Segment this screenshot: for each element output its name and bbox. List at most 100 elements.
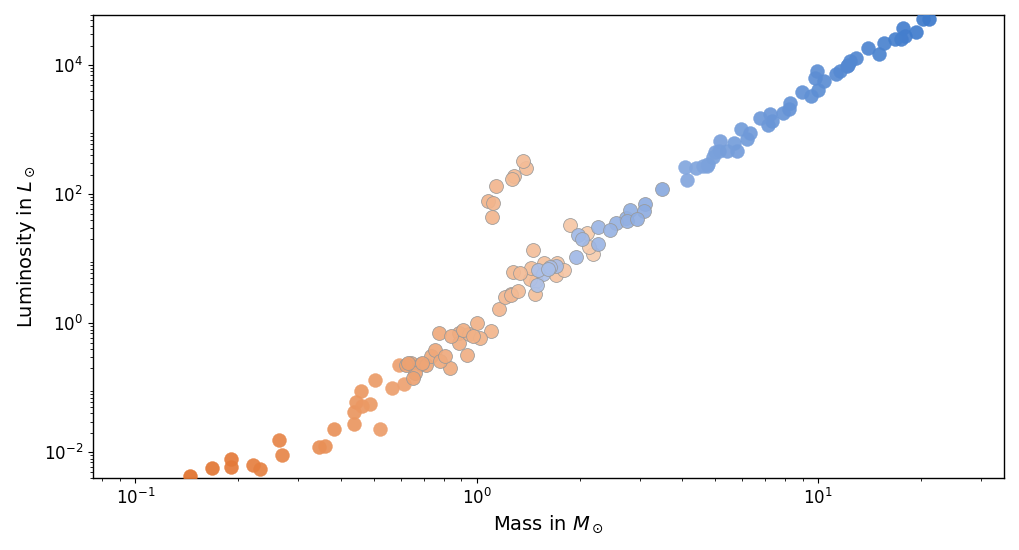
Point bbox=[418, 361, 434, 370]
Point bbox=[729, 146, 745, 155]
Point bbox=[897, 31, 913, 40]
Point bbox=[556, 265, 573, 274]
Point bbox=[816, 77, 833, 86]
Point bbox=[528, 276, 544, 285]
Point bbox=[317, 441, 333, 450]
Point bbox=[540, 265, 556, 273]
Point bbox=[345, 420, 362, 428]
Point bbox=[677, 162, 693, 171]
Point bbox=[273, 451, 289, 460]
Point bbox=[774, 108, 791, 117]
Point bbox=[403, 358, 419, 367]
Point bbox=[506, 172, 523, 180]
Point bbox=[502, 291, 519, 300]
Point bbox=[921, 14, 937, 23]
Point bbox=[547, 271, 564, 279]
Point bbox=[888, 35, 904, 44]
Point bbox=[842, 57, 858, 66]
Point bbox=[396, 380, 413, 389]
Point bbox=[459, 350, 475, 359]
Point bbox=[450, 328, 467, 337]
Point bbox=[783, 99, 799, 108]
Point bbox=[875, 39, 892, 48]
Point bbox=[503, 289, 520, 298]
Point bbox=[523, 263, 539, 272]
Point bbox=[607, 218, 624, 227]
Point bbox=[391, 360, 408, 369]
Point bbox=[739, 135, 755, 144]
Point bbox=[414, 359, 430, 368]
Point bbox=[399, 359, 416, 367]
Point bbox=[432, 356, 448, 365]
Point bbox=[742, 129, 758, 138]
Point bbox=[620, 217, 636, 226]
Point bbox=[326, 425, 342, 433]
Point bbox=[347, 398, 364, 406]
Point bbox=[574, 235, 590, 244]
Point bbox=[590, 222, 606, 231]
Point bbox=[590, 240, 606, 249]
Point bbox=[367, 376, 383, 385]
Point bbox=[223, 454, 239, 463]
Point bbox=[455, 325, 472, 334]
Point bbox=[636, 206, 652, 215]
Point bbox=[562, 221, 579, 229]
Point bbox=[497, 293, 514, 301]
Point bbox=[712, 136, 729, 145]
Point bbox=[397, 361, 414, 370]
Point bbox=[931, 0, 948, 5]
Point bbox=[504, 268, 521, 277]
Point bbox=[695, 162, 711, 171]
Point bbox=[542, 262, 558, 271]
Point bbox=[548, 262, 565, 271]
Point bbox=[710, 146, 727, 155]
Point bbox=[759, 120, 775, 129]
Point bbox=[679, 175, 695, 184]
Point bbox=[915, 15, 931, 24]
Point bbox=[700, 160, 716, 168]
Point bbox=[443, 332, 460, 340]
Point bbox=[569, 252, 585, 261]
Point bbox=[485, 198, 501, 207]
Point bbox=[794, 88, 810, 97]
Point bbox=[548, 259, 565, 268]
Point bbox=[482, 327, 498, 336]
Point bbox=[519, 163, 535, 172]
Point bbox=[654, 185, 671, 194]
Point bbox=[527, 290, 543, 299]
Point bbox=[752, 113, 768, 122]
Point bbox=[733, 125, 749, 134]
Point bbox=[423, 352, 439, 361]
Point bbox=[246, 461, 262, 470]
Point bbox=[516, 157, 532, 166]
Point bbox=[894, 35, 910, 44]
Point bbox=[407, 368, 423, 377]
Point bbox=[705, 152, 721, 161]
Point bbox=[353, 387, 369, 395]
Point bbox=[465, 332, 481, 341]
Point bbox=[503, 174, 520, 183]
Point bbox=[362, 400, 378, 409]
Point bbox=[719, 147, 736, 156]
Point bbox=[948, 0, 964, 8]
Point bbox=[512, 268, 528, 277]
Point bbox=[484, 213, 500, 222]
Point bbox=[488, 182, 504, 190]
Point bbox=[848, 53, 864, 62]
Point bbox=[699, 161, 715, 170]
Point bbox=[579, 229, 595, 238]
Point bbox=[535, 270, 551, 278]
Y-axis label: Luminosity in $L_\odot$: Luminosity in $L_\odot$ bbox=[15, 165, 38, 328]
Point bbox=[431, 328, 447, 337]
Point bbox=[908, 28, 924, 36]
Point bbox=[622, 206, 638, 214]
Point bbox=[706, 147, 722, 156]
Point bbox=[762, 110, 779, 119]
Point bbox=[522, 274, 538, 283]
Point bbox=[372, 425, 388, 433]
Point bbox=[840, 60, 856, 69]
Point bbox=[871, 50, 888, 58]
Point bbox=[833, 67, 849, 76]
Point bbox=[957, 0, 973, 2]
Point bbox=[311, 443, 327, 452]
